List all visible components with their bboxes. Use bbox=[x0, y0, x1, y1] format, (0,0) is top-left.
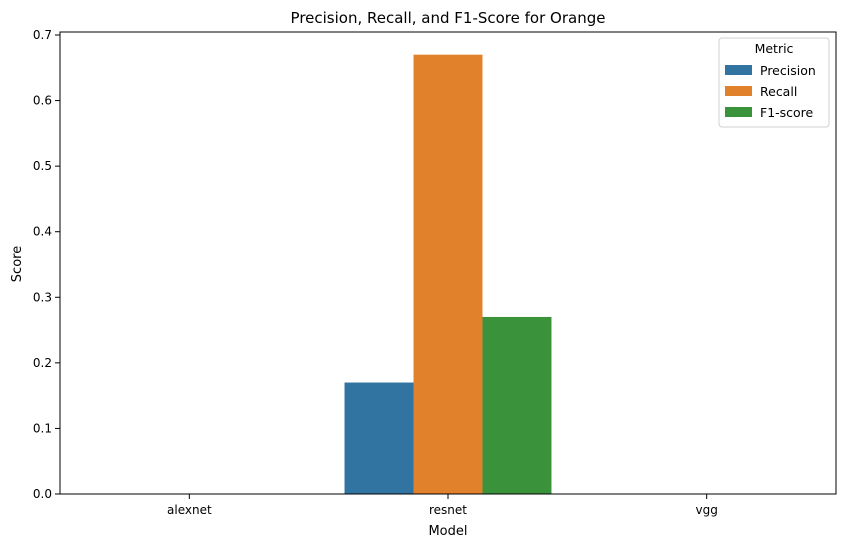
plot-area: 0.0 0.1 0.2 0.3 0.4 0.5 0.6 0.7 alexnet resnet vgg bbox=[33, 28, 837, 517]
x-axis-label: Model bbox=[428, 524, 467, 539]
y-tick-label: 0.5 bbox=[33, 159, 52, 173]
y-tick-label: 0.6 bbox=[33, 94, 52, 108]
y-tick-label: 0.0 bbox=[33, 487, 52, 501]
y-axis-label: Score bbox=[10, 246, 25, 282]
legend-label-recall: Recall bbox=[760, 84, 797, 99]
legend-label-precision: Precision bbox=[760, 63, 816, 78]
bar-f1-score-resnet bbox=[482, 316, 552, 494]
legend: Metric Precision Recall F1-score bbox=[718, 37, 830, 128]
y-tick-label: 0.1 bbox=[33, 421, 52, 435]
x-tick-label: alexnet bbox=[167, 503, 212, 517]
legend-swatch-precision bbox=[725, 65, 752, 75]
legend-title: Metric bbox=[755, 41, 794, 56]
y-tick-label: 0.2 bbox=[33, 356, 52, 370]
x-tick-label: resnet bbox=[429, 503, 467, 517]
legend-label-f1-score: F1-score bbox=[760, 105, 814, 120]
legend-box bbox=[718, 37, 830, 128]
bar-recall-resnet bbox=[413, 54, 483, 495]
chart-title: Precision, Recall, and F1-Score for Oran… bbox=[291, 9, 606, 27]
legend-swatch-recall bbox=[725, 86, 752, 96]
bar-precision-resnet bbox=[344, 382, 414, 494]
plot-frame bbox=[59, 31, 837, 495]
x-tick-label: vgg bbox=[695, 503, 717, 517]
y-tick-label: 0.3 bbox=[33, 290, 52, 304]
y-tick-label: 0.4 bbox=[33, 225, 52, 239]
legend-swatch-f1-score bbox=[725, 107, 752, 117]
y-tick-label: 0.7 bbox=[33, 28, 52, 42]
